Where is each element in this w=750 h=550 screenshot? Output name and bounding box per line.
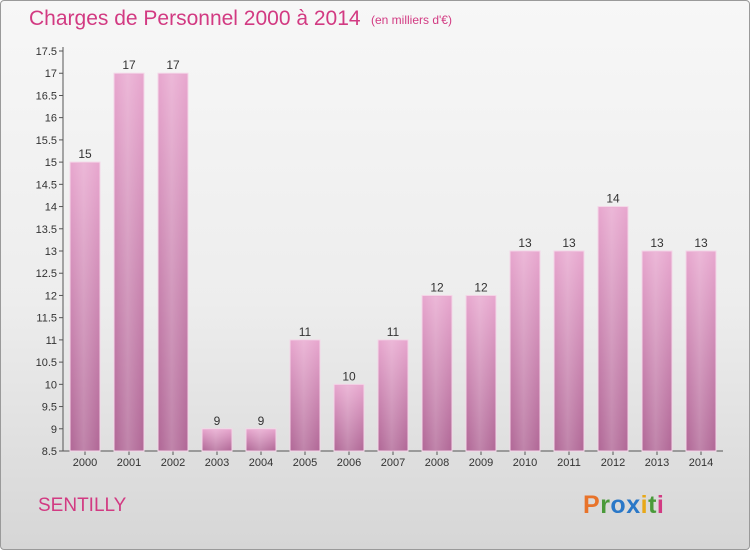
bars-group (69, 72, 717, 452)
logo-letter: P (583, 491, 601, 519)
bar-shine (160, 74, 186, 450)
bar-shine (644, 252, 670, 450)
y-tick-label: 9 (51, 424, 57, 436)
logo-letter: i (656, 491, 665, 519)
data-label: 17 (166, 58, 180, 72)
x-tick-label: 2005 (293, 457, 317, 469)
logo-letter: r (600, 491, 611, 519)
data-label: 9 (214, 414, 221, 428)
data-labels-group: 15 17 17 9 9 11 10 11 12 12 13 13 14 13 13 (78, 58, 708, 428)
bar-shine (600, 207, 626, 450)
x-tick-label: 2008 (425, 457, 449, 469)
bar-shine (556, 252, 582, 450)
y-tick-label: 17 (45, 68, 57, 80)
y-tick-label: 8.5 (42, 446, 57, 458)
data-label: 13 (650, 236, 664, 250)
y-tick-label: 13.5 (36, 224, 57, 236)
data-label: 13 (562, 236, 576, 250)
data-label: 13 (518, 236, 532, 250)
bar-shine (468, 296, 494, 450)
data-label: 14 (606, 192, 620, 206)
axes: 8.599.51010.51111.51212.51313.51414.5151… (36, 46, 723, 469)
data-label: 11 (299, 325, 312, 339)
logo-letter: x (626, 491, 641, 519)
commune-name: SENTILLY (38, 495, 127, 516)
y-tick-label: 12 (45, 290, 57, 302)
data-label: 17 (122, 58, 136, 72)
data-label: 15 (78, 147, 92, 161)
data-label: 10 (342, 369, 356, 383)
bar-shine (72, 163, 98, 450)
logo-letter: t (648, 491, 657, 519)
x-tick-label: 2007 (381, 457, 405, 469)
y-tick-label: 9.5 (42, 402, 57, 414)
x-tick-label: 2009 (469, 457, 493, 469)
bar-shine (204, 429, 230, 450)
bar-shine (380, 340, 406, 450)
proxiti-logo[interactable]: Proxiti (583, 491, 664, 520)
bar-shine (336, 385, 362, 450)
x-tick-label: 2012 (601, 457, 625, 469)
y-tick-label: 10 (45, 379, 57, 391)
y-tick-label: 11.5 (36, 313, 57, 325)
y-tick-label: 10.5 (36, 357, 57, 369)
bar-shine (512, 252, 538, 450)
x-tick-label: 2006 (337, 457, 361, 469)
y-tick-label: 13 (45, 246, 57, 258)
x-tick-label: 2014 (689, 457, 713, 469)
y-tick-label: 12.5 (36, 268, 57, 280)
y-tick-label: 16 (45, 113, 57, 125)
data-label: 13 (694, 236, 708, 250)
bar-shine (688, 252, 714, 450)
y-tick-label: 15.5 (36, 135, 57, 147)
x-tick-label: 2003 (205, 457, 229, 469)
x-tick-label: 2001 (117, 457, 141, 469)
x-tick-label: 2013 (645, 457, 669, 469)
chart-title: Charges de Personnel 2000 à 2014 (29, 7, 361, 30)
x-tick-label: 2011 (557, 457, 581, 469)
bar-shine (248, 429, 274, 450)
y-tick-label: 15 (45, 157, 57, 169)
bar-shine (424, 296, 450, 450)
bar-shine (292, 340, 318, 450)
y-tick-label: 17.5 (36, 46, 57, 58)
x-tick-label: 2000 (73, 457, 97, 469)
logo-letter: o (610, 491, 627, 519)
x-tick-label: 2002 (161, 457, 185, 469)
data-label: 12 (430, 280, 444, 294)
data-label: 12 (474, 280, 488, 294)
data-label: 9 (258, 414, 265, 428)
x-tick-label: 2010 (513, 457, 537, 469)
y-tick-label: 14 (45, 202, 57, 214)
y-tick-label: 11 (46, 335, 57, 347)
y-tick-label: 14.5 (36, 179, 57, 191)
x-tick-label: 2004 (249, 457, 273, 469)
y-tick-label: 16.5 (36, 90, 57, 102)
data-label: 11 (387, 325, 400, 339)
chart-subtitle: (en milliers d'€) (371, 13, 452, 27)
bar-shine (116, 74, 142, 450)
logo-letter: i (640, 491, 649, 519)
